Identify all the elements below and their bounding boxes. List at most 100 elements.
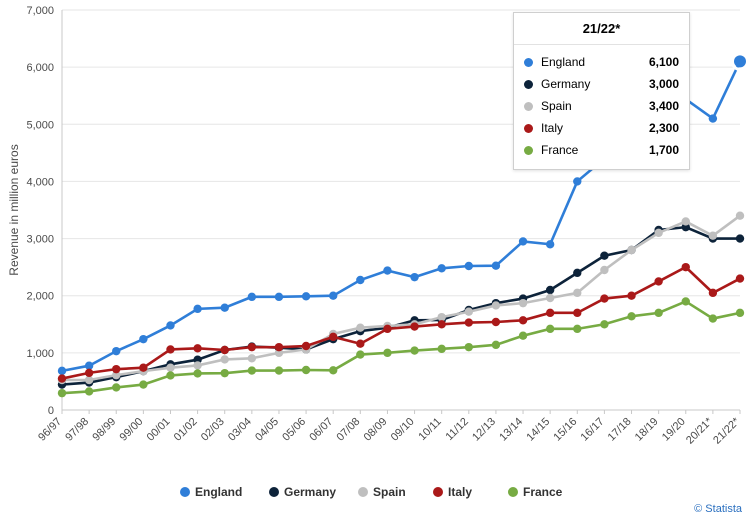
- marker-spain[interactable]: [85, 376, 93, 384]
- marker-spain[interactable]: [248, 354, 256, 362]
- marker-italy[interactable]: [302, 342, 310, 350]
- marker-italy[interactable]: [58, 374, 66, 382]
- marker-england[interactable]: [275, 293, 283, 301]
- marker-germany[interactable]: [600, 252, 608, 260]
- marker-england[interactable]: [85, 362, 93, 370]
- marker-england[interactable]: [58, 367, 66, 375]
- marker-england[interactable]: [139, 335, 147, 343]
- marker-germany[interactable]: [736, 234, 744, 242]
- marker-france[interactable]: [302, 366, 310, 374]
- marker-france[interactable]: [437, 345, 445, 353]
- marker-england[interactable]: [221, 304, 229, 312]
- marker-italy[interactable]: [329, 333, 337, 341]
- marker-france[interactable]: [573, 325, 581, 333]
- marker-spain[interactable]: [437, 313, 445, 321]
- marker-spain[interactable]: [600, 266, 608, 274]
- marker-england[interactable]: [709, 114, 717, 122]
- marker-england[interactable]: [492, 262, 500, 270]
- marker-italy[interactable]: [112, 365, 120, 373]
- marker-france[interactable]: [112, 383, 120, 391]
- marker-spain[interactable]: [465, 308, 473, 316]
- marker-england[interactable]: [112, 347, 120, 355]
- marker-france[interactable]: [248, 366, 256, 374]
- marker-france[interactable]: [275, 366, 283, 374]
- marker-italy[interactable]: [248, 343, 256, 351]
- marker-germany[interactable]: [546, 286, 554, 294]
- marker-spain[interactable]: [736, 212, 744, 220]
- marker-france[interactable]: [193, 369, 201, 377]
- marker-italy[interactable]: [492, 318, 500, 326]
- marker-england[interactable]: [437, 264, 445, 272]
- marker-spain[interactable]: [627, 246, 635, 254]
- marker-france[interactable]: [682, 297, 690, 305]
- marker-england[interactable]: [193, 305, 201, 313]
- marker-france[interactable]: [519, 332, 527, 340]
- marker-france[interactable]: [465, 343, 473, 351]
- marker-italy[interactable]: [600, 294, 608, 302]
- marker-england[interactable]: [546, 240, 554, 248]
- marker-france[interactable]: [600, 320, 608, 328]
- marker-italy[interactable]: [275, 343, 283, 351]
- marker-france[interactable]: [356, 350, 364, 358]
- marker-italy[interactable]: [465, 318, 473, 326]
- marker-spain[interactable]: [519, 299, 527, 307]
- marker-italy[interactable]: [546, 309, 554, 317]
- marker-france[interactable]: [383, 349, 391, 357]
- marker-italy[interactable]: [221, 346, 229, 354]
- marker-spain[interactable]: [193, 361, 201, 369]
- marker-italy[interactable]: [519, 316, 527, 324]
- marker-italy[interactable]: [193, 344, 201, 352]
- marker-spain[interactable]: [654, 229, 662, 237]
- marker-italy[interactable]: [437, 320, 445, 328]
- marker-italy[interactable]: [166, 345, 174, 353]
- marker-spain[interactable]: [709, 232, 717, 240]
- legend-item-england[interactable]: England: [180, 485, 242, 499]
- marker-france[interactable]: [166, 371, 174, 379]
- marker-italy[interactable]: [356, 340, 364, 348]
- marker-france[interactable]: [709, 314, 717, 322]
- marker-france[interactable]: [139, 380, 147, 388]
- marker-italy[interactable]: [627, 292, 635, 300]
- marker-spain[interactable]: [166, 364, 174, 372]
- marker-italy[interactable]: [383, 325, 391, 333]
- marker-england[interactable]: [302, 292, 310, 300]
- marker-spain[interactable]: [492, 301, 500, 309]
- marker-england[interactable]: [410, 273, 418, 281]
- legend-item-germany[interactable]: Germany: [269, 485, 336, 499]
- marker-england[interactable]: [573, 177, 581, 185]
- marker-england[interactable]: [248, 293, 256, 301]
- marker-france[interactable]: [492, 341, 500, 349]
- marker-england[interactable]: [383, 266, 391, 274]
- marker-france[interactable]: [58, 389, 66, 397]
- marker-france[interactable]: [329, 366, 337, 374]
- legend-item-france[interactable]: France: [508, 485, 563, 499]
- marker-france[interactable]: [654, 309, 662, 317]
- marker-spain[interactable]: [356, 324, 364, 332]
- marker-england[interactable]: [465, 262, 473, 270]
- marker-italy[interactable]: [573, 309, 581, 317]
- marker-england[interactable]: [329, 292, 337, 300]
- marker-italy[interactable]: [139, 364, 147, 372]
- marker-spain[interactable]: [682, 217, 690, 225]
- marker-italy[interactable]: [736, 274, 744, 282]
- marker-france[interactable]: [736, 309, 744, 317]
- legend-item-spain[interactable]: Spain: [358, 485, 406, 499]
- marker-spain[interactable]: [573, 289, 581, 297]
- marker-france[interactable]: [546, 325, 554, 333]
- marker-germany[interactable]: [573, 269, 581, 277]
- marker-italy[interactable]: [709, 289, 717, 297]
- marker-italy[interactable]: [85, 369, 93, 377]
- marker-spain[interactable]: [546, 294, 554, 302]
- marker-england[interactable]: [166, 321, 174, 329]
- marker-italy[interactable]: [682, 263, 690, 271]
- marker-france[interactable]: [410, 346, 418, 354]
- marker-france[interactable]: [221, 369, 229, 377]
- marker-england[interactable]: [356, 276, 364, 284]
- marker-italy[interactable]: [410, 322, 418, 330]
- marker-france[interactable]: [627, 312, 635, 320]
- marker-france[interactable]: [85, 387, 93, 395]
- marker-italy[interactable]: [654, 277, 662, 285]
- legend-item-italy[interactable]: Italy: [433, 485, 472, 499]
- marker-england[interactable]: [519, 237, 527, 245]
- marker-spain[interactable]: [221, 355, 229, 363]
